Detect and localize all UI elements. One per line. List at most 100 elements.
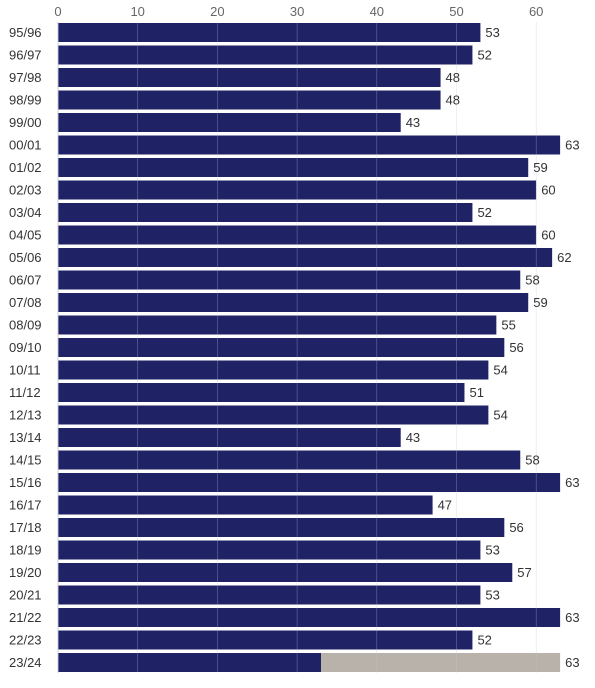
category-label: 07/08: [9, 295, 42, 310]
bar-13-14: [58, 428, 401, 447]
x-tick-label: 50: [449, 4, 463, 19]
value-label: 60: [541, 228, 555, 243]
bar-98-99: [58, 90, 441, 110]
value-label: 47: [438, 498, 452, 513]
category-label: 17/18: [9, 520, 42, 535]
category-label: 02/03: [9, 183, 42, 198]
value-label: 63: [565, 655, 579, 670]
category-label: 04/05: [9, 228, 42, 243]
bar-15-16: [58, 473, 561, 492]
bar-10-11: [58, 360, 489, 380]
category-label: 95/96: [9, 25, 42, 40]
value-label: 57: [517, 565, 531, 580]
bar-05-06: [58, 248, 553, 267]
value-label: 53: [485, 25, 499, 40]
bar-22-23: [58, 630, 473, 650]
category-label: 23/24: [9, 655, 42, 670]
category-label: 03/04: [9, 205, 42, 220]
bar-07-08: [58, 293, 529, 312]
category-label: 05/06: [9, 250, 42, 265]
bar-14-15: [58, 450, 521, 470]
category-label: 18/19: [9, 543, 42, 558]
value-label: 48: [446, 93, 460, 108]
category-label: 08/09: [9, 318, 42, 333]
bar-03-04: [58, 203, 473, 222]
bar-96-97: [58, 45, 473, 65]
value-label: 52: [477, 633, 491, 648]
bar-95-96: [58, 23, 481, 42]
value-label: 63: [565, 138, 579, 153]
bar-21-22: [58, 608, 561, 627]
value-label: 56: [509, 520, 523, 535]
category-label: 14/15: [9, 453, 42, 468]
value-label: 63: [565, 610, 579, 625]
bars: [58, 23, 561, 672]
category-label: 00/01: [9, 138, 42, 153]
gridlines: [57, 22, 537, 673]
bar-remainder-23-24: [321, 653, 561, 672]
bar-02-03: [58, 180, 537, 200]
category-label: 96/97: [9, 48, 42, 63]
bar-18-19: [58, 540, 481, 560]
category-label: 13/14: [9, 430, 42, 445]
category-label: 01/02: [9, 160, 42, 175]
bar-97-98: [58, 68, 441, 87]
category-label: 09/10: [9, 340, 42, 355]
bar-08-09: [58, 315, 497, 335]
category-label: 22/23: [9, 633, 42, 648]
x-tick-label: 20: [210, 4, 224, 19]
category-label: 99/00: [9, 115, 42, 130]
bar-16-17: [58, 495, 433, 515]
category-label: 16/17: [9, 498, 42, 513]
value-label: 52: [477, 205, 491, 220]
bar-09-10: [58, 338, 505, 357]
bar-23-24: [58, 653, 322, 672]
category-label: 97/98: [9, 70, 42, 85]
value-label: 63: [565, 475, 579, 490]
value-labels: 5352484843635960526062585955565451544358…: [406, 25, 580, 670]
bar-00-01: [58, 135, 561, 155]
category-label: 12/13: [9, 408, 42, 423]
category-label: 98/99: [9, 93, 42, 108]
category-label: 10/11: [9, 363, 41, 378]
value-label: 62: [557, 250, 571, 265]
x-axis-ticks: 0 10 20 30 40 50 60: [54, 4, 543, 19]
value-label: 59: [533, 295, 547, 310]
value-label: 51: [469, 385, 483, 400]
bar-11-12: [58, 383, 465, 402]
value-label: 52: [477, 48, 491, 63]
x-tick-label: 10: [130, 4, 144, 19]
value-label: 58: [525, 453, 539, 468]
x-tick-label: 0: [54, 4, 61, 19]
bar-19-20: [58, 563, 513, 582]
value-label: 60: [541, 183, 555, 198]
x-tick-label: 40: [370, 4, 384, 19]
category-label: 06/07: [9, 273, 42, 288]
category-labels: 95/96 96/97 97/98 98/99 99/00 00/01 01/02 02/03…: [9, 25, 42, 670]
category-label: 20/21: [9, 588, 42, 603]
value-label: 43: [406, 430, 420, 445]
bar-04-05: [58, 225, 537, 245]
category-label: 15/16: [9, 475, 42, 490]
category-label: 19/20: [9, 565, 42, 580]
value-label: 53: [485, 543, 499, 558]
bar-01-02: [58, 158, 529, 177]
value-label: 48: [446, 70, 460, 85]
value-label: 54: [493, 408, 507, 423]
x-tick-label: 30: [290, 4, 304, 19]
category-label: 11/12: [9, 385, 41, 400]
value-label: 54: [493, 363, 507, 378]
x-tick-label: 60: [529, 4, 543, 19]
category-label: 21/22: [9, 610, 42, 625]
value-label: 43: [406, 115, 420, 130]
bar-99-00: [58, 113, 401, 132]
bar-20-21: [58, 585, 481, 605]
value-label: 55: [501, 318, 515, 333]
bar-06-07: [58, 270, 521, 290]
value-label: 56: [509, 340, 523, 355]
value-label: 58: [525, 273, 539, 288]
value-label: 59: [533, 160, 547, 175]
value-label: 53: [485, 588, 499, 603]
